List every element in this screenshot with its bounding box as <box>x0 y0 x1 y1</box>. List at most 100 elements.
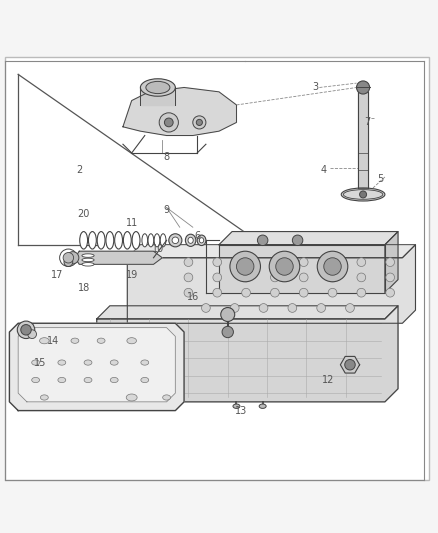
Circle shape <box>386 258 395 266</box>
Ellipse shape <box>88 231 96 249</box>
Circle shape <box>242 258 251 266</box>
Ellipse shape <box>124 231 131 249</box>
Text: 13: 13 <box>235 406 247 416</box>
Ellipse shape <box>233 404 240 408</box>
Circle shape <box>184 258 193 266</box>
Text: 17: 17 <box>51 270 64 280</box>
Circle shape <box>317 304 325 312</box>
Ellipse shape <box>39 338 49 344</box>
Polygon shape <box>340 357 360 373</box>
Circle shape <box>201 304 210 312</box>
Polygon shape <box>97 306 398 402</box>
Circle shape <box>345 359 355 370</box>
Circle shape <box>328 273 337 282</box>
Circle shape <box>271 273 279 282</box>
Circle shape <box>276 258 293 275</box>
Text: 9: 9 <box>163 205 170 215</box>
Text: 5: 5 <box>378 174 384 184</box>
Ellipse shape <box>341 188 385 201</box>
Circle shape <box>196 119 202 125</box>
Ellipse shape <box>142 234 148 247</box>
Circle shape <box>299 258 308 266</box>
Circle shape <box>193 116 206 129</box>
Ellipse shape <box>343 190 383 199</box>
Text: 12: 12 <box>322 375 334 385</box>
Circle shape <box>213 288 222 297</box>
Text: 2: 2 <box>76 165 82 175</box>
Circle shape <box>292 235 303 246</box>
Ellipse shape <box>80 231 88 249</box>
Ellipse shape <box>148 234 154 247</box>
Polygon shape <box>10 323 184 410</box>
Circle shape <box>242 273 251 282</box>
Text: 6: 6 <box>194 231 200 241</box>
Circle shape <box>237 258 254 275</box>
Circle shape <box>324 258 341 275</box>
Polygon shape <box>141 87 175 105</box>
Ellipse shape <box>141 360 149 365</box>
Polygon shape <box>127 245 416 323</box>
Circle shape <box>60 249 77 266</box>
Text: 16: 16 <box>187 292 199 302</box>
Ellipse shape <box>169 234 182 247</box>
Ellipse shape <box>132 231 140 249</box>
Ellipse shape <box>110 377 118 383</box>
Circle shape <box>164 118 173 127</box>
Ellipse shape <box>154 234 160 247</box>
Polygon shape <box>75 251 162 264</box>
Text: 18: 18 <box>78 284 90 293</box>
Ellipse shape <box>160 234 166 247</box>
Ellipse shape <box>259 404 266 408</box>
Circle shape <box>328 258 337 266</box>
Text: 15: 15 <box>34 358 46 368</box>
Polygon shape <box>123 87 237 135</box>
Circle shape <box>317 251 348 282</box>
Circle shape <box>159 113 178 132</box>
Ellipse shape <box>97 231 105 249</box>
Circle shape <box>64 258 73 266</box>
Ellipse shape <box>185 234 196 246</box>
Ellipse shape <box>199 238 204 243</box>
Text: 19: 19 <box>126 270 138 280</box>
Ellipse shape <box>58 360 66 365</box>
Ellipse shape <box>32 377 39 383</box>
FancyBboxPatch shape <box>5 57 428 480</box>
Circle shape <box>213 273 222 282</box>
Text: 8: 8 <box>163 152 170 163</box>
Circle shape <box>242 288 251 297</box>
Circle shape <box>222 326 233 338</box>
Ellipse shape <box>110 360 118 365</box>
Text: 14: 14 <box>47 336 59 346</box>
Ellipse shape <box>84 360 92 365</box>
Ellipse shape <box>32 360 39 365</box>
Ellipse shape <box>97 338 105 343</box>
Circle shape <box>386 288 395 297</box>
Text: 3: 3 <box>312 83 318 93</box>
Circle shape <box>184 273 193 282</box>
Circle shape <box>357 273 366 282</box>
Circle shape <box>357 288 366 297</box>
Circle shape <box>271 288 279 297</box>
Polygon shape <box>219 245 385 293</box>
Circle shape <box>299 273 308 282</box>
Ellipse shape <box>106 231 114 249</box>
Circle shape <box>213 258 222 266</box>
Ellipse shape <box>172 237 179 244</box>
Circle shape <box>360 191 367 198</box>
Circle shape <box>221 308 235 321</box>
Ellipse shape <box>40 395 48 400</box>
Text: 7: 7 <box>364 117 371 127</box>
Ellipse shape <box>84 377 92 383</box>
Circle shape <box>21 325 31 335</box>
Ellipse shape <box>115 231 123 249</box>
Circle shape <box>346 304 354 312</box>
Polygon shape <box>18 328 175 402</box>
Polygon shape <box>219 231 398 245</box>
Ellipse shape <box>58 377 66 383</box>
Ellipse shape <box>141 79 175 96</box>
Ellipse shape <box>82 263 94 266</box>
Circle shape <box>28 330 36 338</box>
Circle shape <box>258 235 268 246</box>
Circle shape <box>299 288 308 297</box>
Circle shape <box>230 304 239 312</box>
